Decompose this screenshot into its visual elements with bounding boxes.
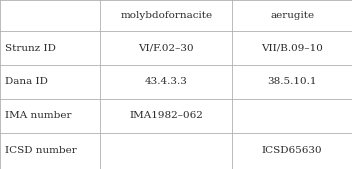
Text: IMA number: IMA number (5, 111, 72, 120)
Text: VI/F.02–30: VI/F.02–30 (138, 44, 194, 53)
Text: 43.4.3.3: 43.4.3.3 (145, 77, 188, 87)
Text: 38.5.10.1: 38.5.10.1 (268, 77, 317, 87)
Text: ICSD number: ICSD number (5, 146, 77, 155)
Text: aerugite: aerugite (270, 11, 314, 20)
Text: ICSD65630: ICSD65630 (262, 146, 322, 155)
Text: molybdofornacite: molybdofornacite (120, 11, 212, 20)
Text: Dana ID: Dana ID (5, 77, 48, 87)
Text: VII/B.09–10: VII/B.09–10 (261, 44, 323, 53)
Text: Strunz ID: Strunz ID (5, 44, 56, 53)
Text: IMA1982–062: IMA1982–062 (130, 111, 203, 120)
